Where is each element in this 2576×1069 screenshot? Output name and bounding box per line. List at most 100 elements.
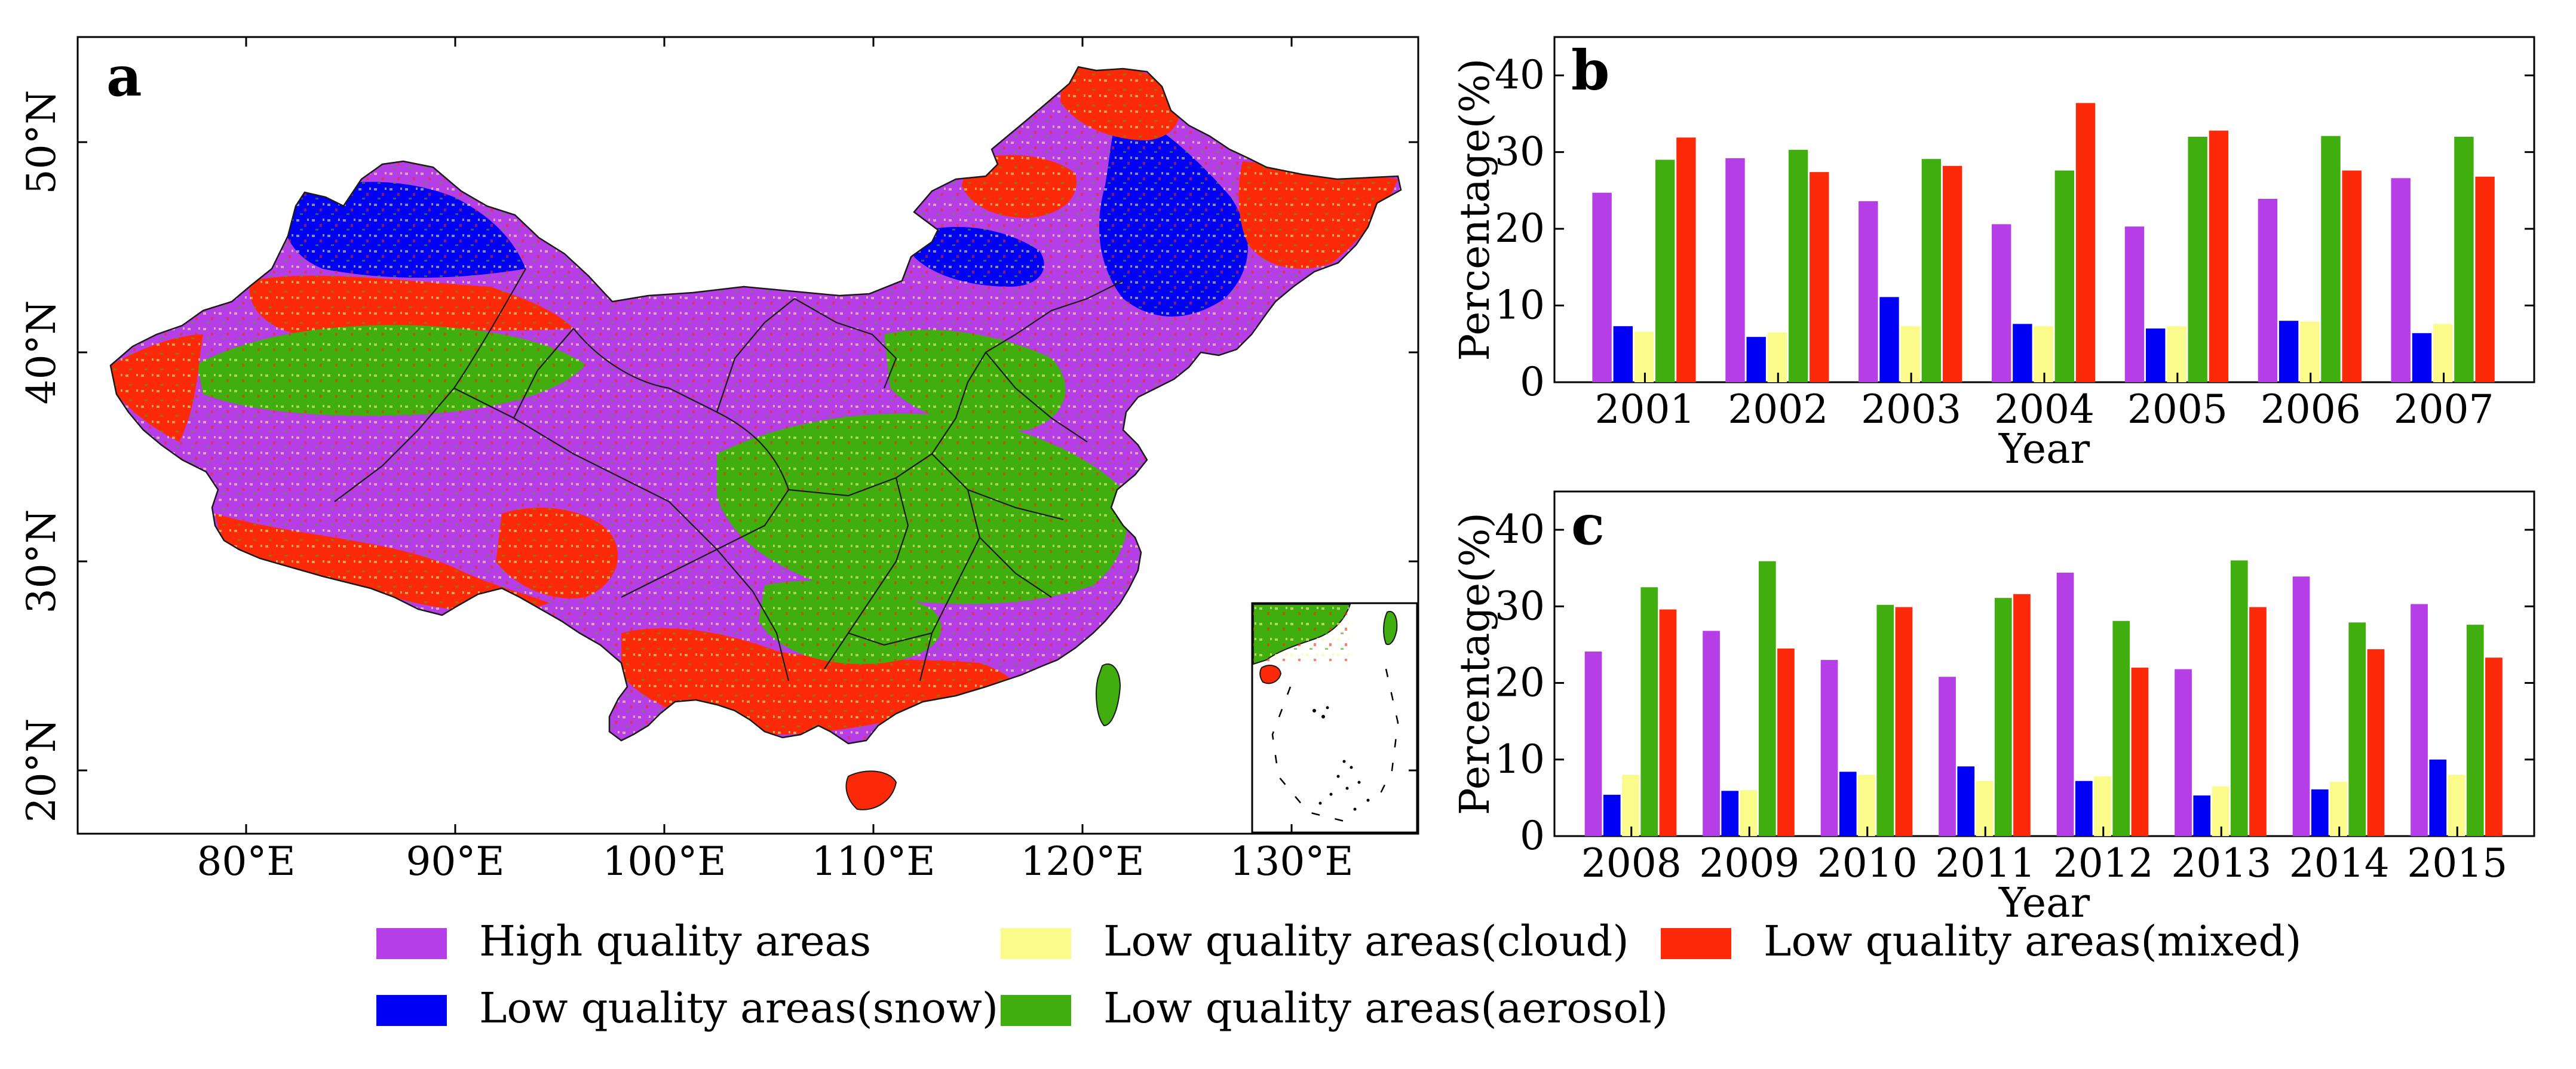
legend-swatch-aerosol: [1001, 995, 1071, 1026]
bar-aerosol-2010: [1876, 604, 1894, 836]
map-panel-label: a: [106, 44, 142, 109]
legend-swatch-snow: [376, 995, 447, 1026]
x-tick-label-2013: 2013: [2171, 840, 2271, 886]
bar-snow-2001: [1613, 326, 1633, 382]
mixed-speckle-overlay: [111, 67, 1401, 744]
panel-label-c: c: [1571, 493, 1605, 557]
legend-label-cloud: Low quality areas(cloud): [1103, 917, 1629, 966]
bar-aerosol-2014: [2348, 622, 2366, 836]
bar-snow-2012: [2075, 781, 2093, 836]
x-axis-title: Year: [1998, 880, 2090, 927]
bar-aerosol-2007: [2454, 137, 2474, 382]
bar-mixed-2002: [1810, 172, 1829, 382]
bar-snow-2007: [2412, 333, 2432, 382]
y-tick-label-10: 10: [1495, 282, 1545, 328]
x-tick-label-2009: 2009: [1699, 840, 1799, 886]
lon-label-100e: 100°E: [602, 838, 726, 884]
lon-label-80e: 80°E: [197, 838, 295, 884]
inset-islands: [1312, 706, 1370, 811]
lat-label-40n: 40°N: [19, 300, 65, 405]
x-tick-label-2008: 2008: [1581, 840, 1682, 886]
bar-cloud-2015: [2448, 775, 2465, 836]
bar-aerosol-2012: [2112, 620, 2130, 836]
bar-snow-2009: [1721, 791, 1739, 836]
bar-mixed-2007: [2475, 176, 2495, 382]
bar-mixed-2013: [2249, 607, 2267, 836]
x-tick-label-2006: 2006: [2261, 386, 2361, 432]
bar-chart-b: 2001 2002 2003 2004 2005 2006 2007 0 10 20 30 40Per…: [1452, 36, 2535, 473]
x-tick-label-2001: 2001: [1594, 386, 1695, 432]
bar-snow-2011: [1957, 766, 1975, 836]
map-panel: a 50°N 40°N 30°N 20°N 80°E 90°E 100°E 11…: [19, 36, 1419, 884]
lon-label-90e: 90°E: [406, 838, 504, 884]
y-tick-label-20: 20: [1495, 205, 1545, 251]
bar-snow-2003: [1879, 297, 1899, 382]
legend-label-high: High quality areas: [479, 917, 871, 966]
bar-high-2011: [1939, 677, 1956, 836]
legend-label-snow: Low quality areas(snow): [479, 984, 998, 1033]
bar-high-2008: [1584, 652, 1602, 836]
panel-label-b: b: [1571, 38, 1609, 103]
x-tick-label-2002: 2002: [1728, 386, 1828, 432]
bar-mixed-2005: [2209, 130, 2229, 382]
province-borders: [334, 268, 1124, 681]
bar-aerosol-2004: [2054, 170, 2074, 382]
lat-label-30n: 30°N: [19, 509, 65, 614]
bar-high-2014: [2292, 576, 2310, 836]
lon-label-130e: 130°E: [1229, 838, 1353, 884]
bar-aerosol-2009: [1758, 561, 1776, 836]
bar-aerosol-2005: [2188, 137, 2207, 382]
bar-mixed-2004: [2075, 103, 2096, 382]
bar-snow-2014: [2311, 789, 2329, 836]
x-tick-label-2012: 2012: [2053, 840, 2154, 886]
bar-mixed-2001: [1676, 137, 1696, 383]
longitude-labels: 80°E 90°E 100°E 110°E 120°E 130°E: [197, 838, 1353, 884]
inset-taiwan: [1383, 610, 1398, 645]
latitude-ticks: [78, 141, 1418, 772]
bar-mixed-2008: [1659, 609, 1677, 836]
inset-dash-lines: [1271, 668, 1399, 825]
bar-mixed-2010: [1895, 607, 1913, 836]
south-china-sea-inset: [1251, 602, 1418, 834]
y-tick-label-30: 30: [1495, 129, 1545, 175]
y-tick-label-0: 0: [1520, 359, 1545, 405]
longitude-ticks: [245, 37, 1293, 834]
bar-mixed-2012: [2131, 667, 2149, 836]
bar-cloud-2010: [1858, 775, 1875, 836]
bar-snow-2006: [2278, 321, 2299, 382]
bar-high-2013: [2175, 669, 2192, 836]
bar-snow-2005: [2146, 328, 2166, 382]
bar-aerosol-2008: [1640, 587, 1658, 836]
bar-snow-2004: [2013, 324, 2032, 382]
hainan-island: [845, 770, 897, 810]
legend-swatch-high: [376, 928, 447, 959]
lat-label-50n: 50°N: [19, 90, 65, 195]
legend-swatch-cloud: [1001, 928, 1071, 959]
x-tick-label-2007: 2007: [2394, 386, 2494, 432]
bar-aerosol-2015: [2466, 625, 2484, 836]
x-tick-label-2015: 2015: [2407, 840, 2507, 886]
inset-hainan: [1259, 665, 1282, 684]
bar-high-2004: [1992, 224, 2011, 382]
bar-cloud-2008: [1622, 775, 1639, 836]
bar-mixed-2006: [2342, 170, 2362, 382]
x-tick-label-2014: 2014: [2289, 840, 2390, 886]
legend-label-aerosol: Low quality areas(aerosol): [1103, 984, 1668, 1033]
map-frame: [76, 36, 1419, 835]
latitude-labels: 50°N 40°N 30°N 20°N: [19, 90, 65, 823]
bar-cloud-2007: [2433, 324, 2453, 382]
bar-snow-2002: [1746, 337, 1766, 382]
bar-high-2015: [2411, 604, 2428, 836]
y-tick-label-0: 0: [1520, 813, 1545, 859]
legend-swatch-mixed: [1661, 928, 1731, 959]
y-tick-label-40: 40: [1495, 506, 1545, 552]
bar-snow-2013: [2193, 795, 2211, 836]
x-tick-label-2011: 2011: [1935, 840, 2035, 886]
bar-high-2005: [2124, 226, 2145, 382]
bar-aerosol-2002: [1788, 149, 1808, 383]
y-tick-label-30: 30: [1495, 583, 1545, 629]
x-tick-label-2005: 2005: [2127, 386, 2228, 432]
bar-mixed-2011: [2013, 594, 2031, 836]
bar-high-2012: [2056, 572, 2074, 836]
taiwan-island: [1096, 663, 1121, 727]
